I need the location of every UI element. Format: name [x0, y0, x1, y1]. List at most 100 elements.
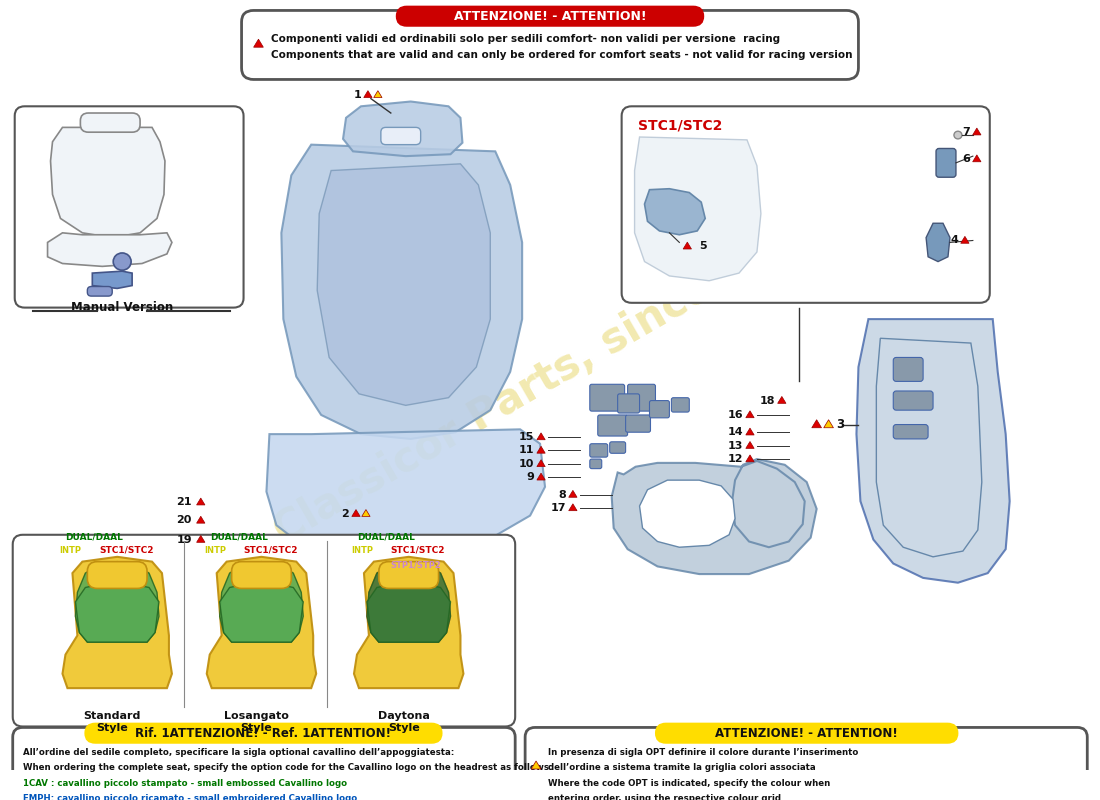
Polygon shape	[537, 473, 546, 480]
Text: Classicor Parts, since 1967: Classicor Parts, since 1967	[267, 201, 833, 552]
Text: ATTENZIONE! - ATTENTION!: ATTENZIONE! - ATTENTION!	[715, 726, 898, 740]
Text: 1: 1	[353, 90, 361, 100]
Text: 20: 20	[176, 515, 191, 526]
Text: 9: 9	[526, 472, 535, 482]
Text: 12: 12	[727, 454, 742, 464]
Polygon shape	[746, 442, 755, 448]
Text: DUAL/DAAL: DUAL/DAAL	[66, 532, 123, 541]
Text: 16: 16	[727, 410, 742, 420]
FancyBboxPatch shape	[893, 358, 923, 382]
FancyBboxPatch shape	[609, 442, 626, 454]
Polygon shape	[746, 411, 755, 418]
Text: DUAL/DAAL: DUAL/DAAL	[358, 532, 415, 541]
FancyBboxPatch shape	[13, 534, 515, 726]
Polygon shape	[639, 480, 735, 547]
Polygon shape	[746, 455, 755, 462]
Text: INTP: INTP	[351, 546, 373, 554]
FancyBboxPatch shape	[381, 127, 420, 145]
Text: 19: 19	[176, 534, 191, 545]
Text: STC1/STC2: STC1/STC2	[243, 546, 298, 554]
FancyBboxPatch shape	[242, 10, 858, 79]
Polygon shape	[63, 557, 172, 688]
FancyBboxPatch shape	[649, 401, 670, 418]
Circle shape	[954, 131, 961, 139]
Polygon shape	[197, 516, 205, 523]
Text: Componenti validi ed ordinabili solo per sedili comfort- non validi per versione: Componenti validi ed ordinabili solo per…	[272, 34, 781, 44]
Text: Daytona
Style: Daytona Style	[377, 711, 430, 733]
Text: 8: 8	[558, 490, 565, 499]
Polygon shape	[374, 90, 382, 98]
Text: INTP: INTP	[204, 546, 226, 554]
Polygon shape	[635, 137, 761, 281]
FancyBboxPatch shape	[671, 398, 690, 412]
FancyBboxPatch shape	[893, 425, 928, 439]
FancyBboxPatch shape	[87, 286, 112, 296]
Polygon shape	[824, 420, 834, 428]
Polygon shape	[197, 498, 205, 505]
Polygon shape	[220, 581, 304, 642]
Polygon shape	[569, 490, 578, 498]
Polygon shape	[972, 155, 981, 162]
Polygon shape	[367, 562, 451, 642]
Polygon shape	[612, 459, 816, 574]
FancyBboxPatch shape	[378, 562, 439, 589]
Text: 4: 4	[950, 235, 958, 246]
FancyBboxPatch shape	[13, 727, 515, 800]
Text: Rif. 1ATTENZIONE! - Ref. 1ATTENTION!: Rif. 1ATTENZIONE! - Ref. 1ATTENTION!	[135, 726, 392, 740]
FancyBboxPatch shape	[14, 106, 243, 307]
Polygon shape	[645, 189, 705, 234]
FancyBboxPatch shape	[936, 149, 956, 178]
Polygon shape	[220, 562, 304, 642]
Text: 1CAV : cavallino piccolo stampato - small embossed Cavallino logo: 1CAV : cavallino piccolo stampato - smal…	[23, 778, 346, 787]
FancyBboxPatch shape	[590, 459, 602, 469]
Text: 18: 18	[759, 395, 774, 406]
Polygon shape	[354, 557, 463, 688]
Text: STC1/STC2: STC1/STC2	[390, 546, 446, 554]
Polygon shape	[367, 562, 451, 642]
FancyBboxPatch shape	[590, 384, 625, 411]
FancyBboxPatch shape	[628, 384, 656, 411]
Text: 6: 6	[962, 154, 970, 164]
Text: Standard
Style: Standard Style	[84, 711, 141, 733]
Polygon shape	[47, 233, 172, 266]
FancyBboxPatch shape	[893, 391, 933, 410]
Polygon shape	[746, 428, 755, 435]
FancyBboxPatch shape	[654, 722, 958, 744]
Polygon shape	[778, 397, 786, 403]
Text: dell’ordine a sistema tramite la griglia colori associata: dell’ordine a sistema tramite la griglia…	[548, 763, 815, 772]
Polygon shape	[51, 127, 165, 238]
Text: All’ordine del sedile completo, specificare la sigla optional cavallino dell’app: All’ordine del sedile completo, specific…	[23, 748, 454, 757]
FancyBboxPatch shape	[232, 562, 292, 589]
FancyBboxPatch shape	[87, 562, 147, 589]
Polygon shape	[364, 90, 372, 98]
Polygon shape	[367, 581, 451, 642]
Text: When ordering the complete seat, specify the option code for the Cavallino logo : When ordering the complete seat, specify…	[23, 763, 552, 772]
Polygon shape	[76, 581, 160, 642]
FancyBboxPatch shape	[525, 727, 1087, 800]
Text: STC1/STC2: STC1/STC2	[99, 546, 154, 554]
Text: INTP: INTP	[59, 546, 81, 554]
Polygon shape	[207, 557, 316, 688]
Text: 10: 10	[519, 459, 535, 469]
Polygon shape	[254, 39, 263, 47]
Text: 17: 17	[550, 503, 565, 513]
Text: 3: 3	[836, 418, 845, 431]
FancyBboxPatch shape	[80, 113, 140, 132]
Text: Manual Version: Manual Version	[72, 301, 174, 314]
Polygon shape	[972, 128, 981, 135]
Polygon shape	[362, 510, 370, 517]
Text: Where the code OPT is indicated, specify the colour when: Where the code OPT is indicated, specify…	[548, 778, 830, 787]
Polygon shape	[197, 535, 205, 542]
Text: Losangato
Style: Losangato Style	[224, 711, 289, 733]
FancyBboxPatch shape	[85, 722, 442, 744]
Polygon shape	[683, 242, 692, 249]
Text: DUAL/DAAL: DUAL/DAAL	[210, 532, 267, 541]
Text: 5: 5	[700, 242, 707, 251]
Text: 2: 2	[341, 509, 349, 518]
FancyBboxPatch shape	[396, 6, 704, 26]
Text: Components that are valid and can only be ordered for comfort seats - not valid : Components that are valid and can only b…	[272, 50, 852, 61]
Text: 7: 7	[962, 127, 970, 137]
Polygon shape	[317, 164, 491, 406]
FancyBboxPatch shape	[590, 444, 607, 457]
Polygon shape	[537, 460, 546, 466]
